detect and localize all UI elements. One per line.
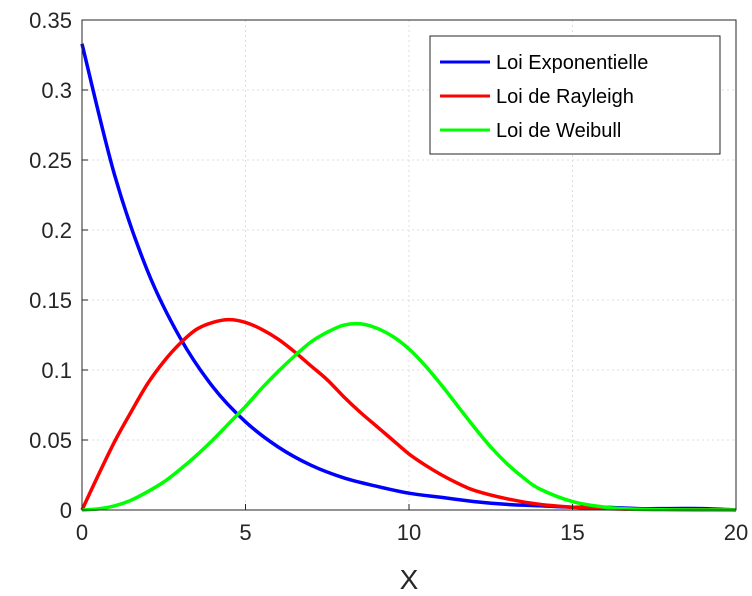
y-tick-label: 0.25 — [29, 148, 72, 173]
ticks: 0 5 10 15 20 0 0.05 0.1 0.15 0.2 0.25 0.3 0.35 — [29, 8, 748, 545]
legend-label-rayleigh: Loi de Rayleigh — [496, 86, 634, 108]
y-tick-label: 0.35 — [29, 8, 72, 33]
x-tick-label: 15 — [560, 520, 584, 545]
series-group — [80, 43, 737, 512]
y-tick-label: 0.2 — [41, 218, 72, 243]
series-line-rayleigh — [80, 317, 737, 512]
y-tick-label: 0.05 — [29, 428, 72, 453]
legend-label-exponentielle: Loi Exponentielle — [496, 52, 648, 74]
x-axis-label: X — [400, 564, 419, 595]
x-tick-label: 10 — [397, 520, 421, 545]
y-tick-label: 0 — [60, 498, 72, 523]
x-tick-label: 20 — [724, 520, 748, 545]
y-tick-label: 0.15 — [29, 288, 72, 313]
legend-label-weibull: Loi de Weibull — [496, 120, 621, 142]
y-tick-label: 0.3 — [41, 78, 72, 103]
y-tick-label: 0.1 — [41, 358, 72, 383]
x-tick-label: 5 — [239, 520, 251, 545]
legend: Loi Exponentielle Loi de Rayleigh Loi de… — [429, 35, 721, 155]
series-line-weibull — [81, 321, 737, 512]
x-tick-label: 0 — [76, 520, 88, 545]
